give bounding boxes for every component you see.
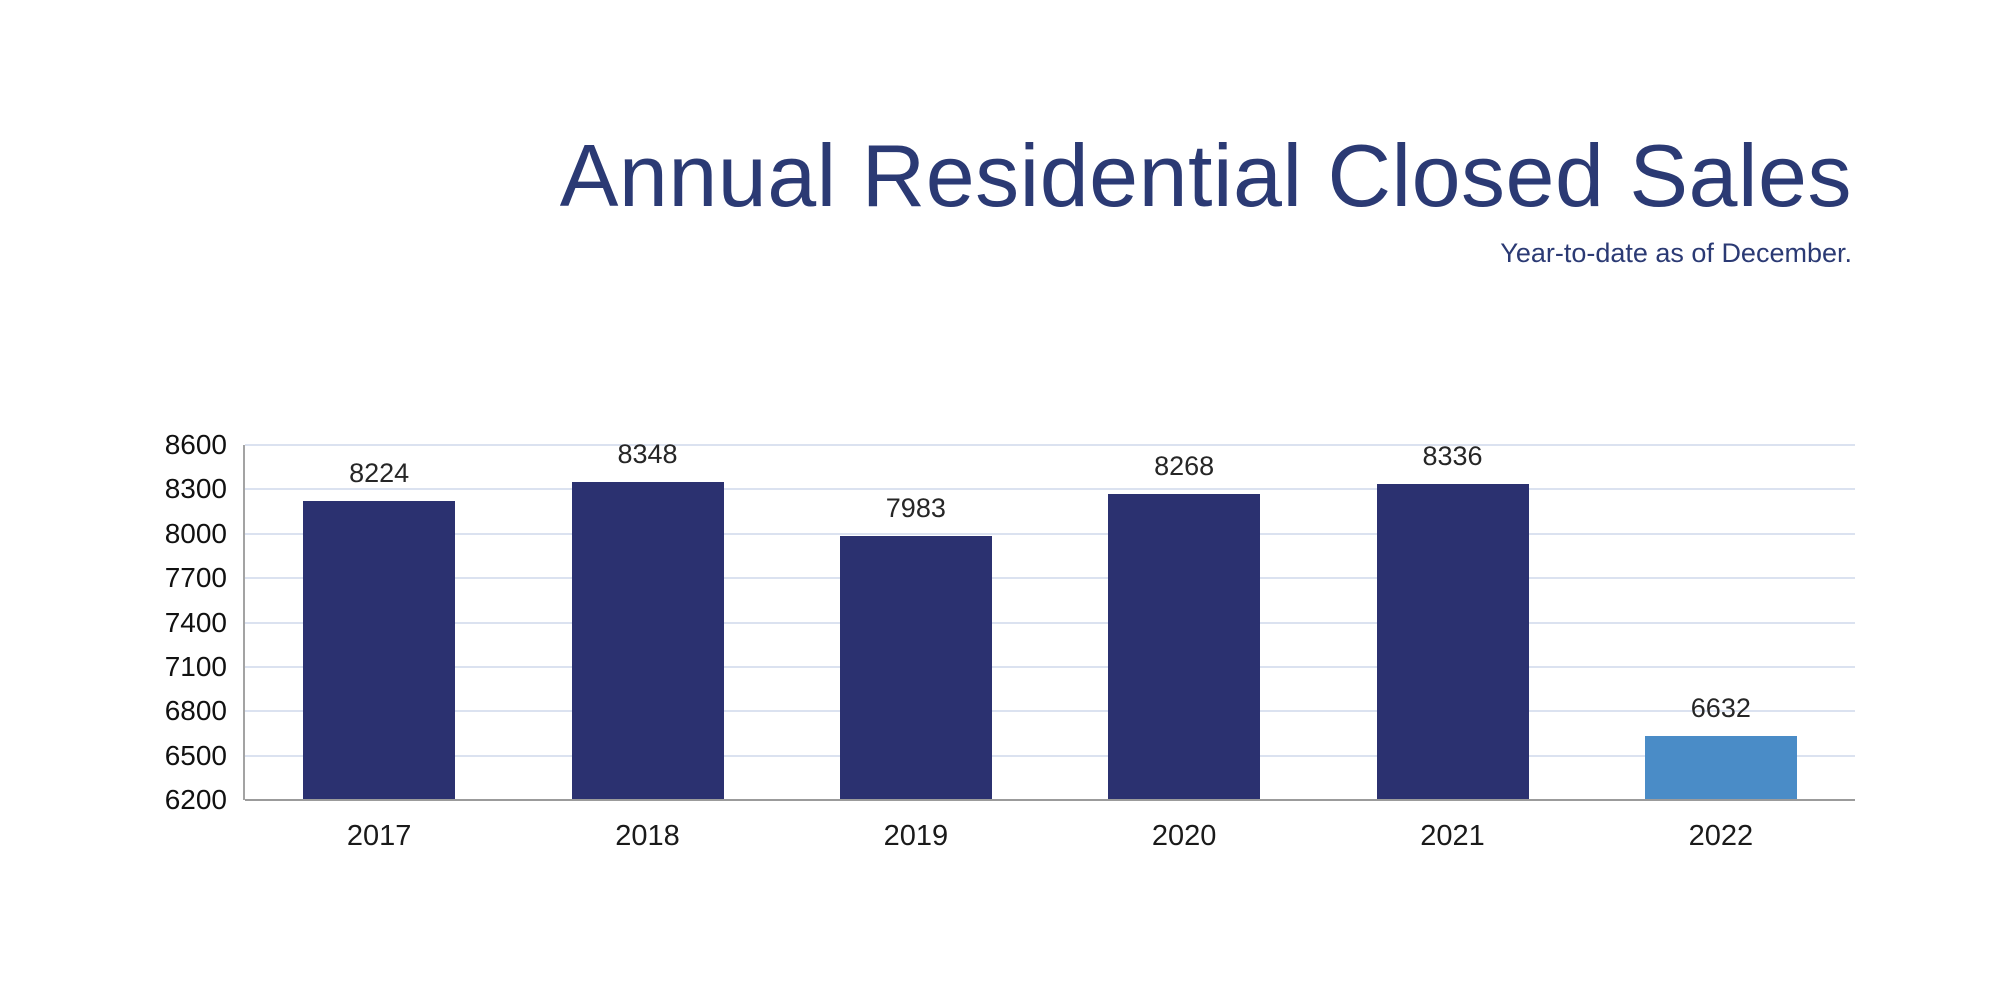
y-tick-label: 6800 bbox=[164, 695, 227, 727]
gridline bbox=[245, 577, 1855, 580]
y-tick-label: 7100 bbox=[164, 650, 227, 682]
chart-subtitle: Year-to-date as of December. bbox=[1500, 238, 1852, 269]
x-axis-label-2022: 2022 bbox=[1688, 820, 1754, 852]
gridline bbox=[245, 444, 1855, 446]
gridline bbox=[245, 488, 1855, 491]
y-tick-label: 7400 bbox=[164, 606, 227, 638]
gridline bbox=[245, 710, 1855, 713]
bar-value-label-2018: 8348 bbox=[617, 439, 678, 470]
y-tick-label: 6200 bbox=[164, 784, 227, 815]
y-tick-label: 8300 bbox=[164, 473, 227, 505]
gridline bbox=[245, 621, 1855, 624]
bar-value-label-2020: 8268 bbox=[1154, 451, 1215, 482]
x-axis-label-2020: 2020 bbox=[1151, 820, 1217, 852]
x-axis-label-2019: 2019 bbox=[883, 820, 949, 852]
chart-header: Annual Residential Closed Sales Year-to-… bbox=[559, 126, 1852, 269]
chart-title: Annual Residential Closed Sales bbox=[559, 126, 1852, 225]
y-tick-label: 8600 bbox=[164, 429, 227, 460]
bar-2022 bbox=[1644, 736, 1797, 800]
bar-2019 bbox=[839, 536, 992, 800]
bar-2017 bbox=[303, 500, 456, 800]
y-tick-label: 6500 bbox=[164, 739, 227, 771]
plot-area: 6200 6500 6800 7100 7400 7700 8000 8300 8600 8224… bbox=[165, 431, 1855, 852]
x-axis-label-2018: 2018 bbox=[615, 820, 680, 852]
gridline bbox=[245, 532, 1855, 535]
x-axis-label-2021: 2021 bbox=[1420, 820, 1485, 852]
bar-value-label-2022: 6632 bbox=[1690, 693, 1751, 724]
bar-value-label-2021: 8336 bbox=[1422, 441, 1483, 472]
y-axis-line bbox=[243, 445, 245, 800]
y-tick-label: 7700 bbox=[164, 562, 227, 594]
bar-2018 bbox=[571, 482, 724, 800]
y-tick-label: 8000 bbox=[164, 517, 227, 549]
gridline bbox=[245, 754, 1855, 757]
bar-2021 bbox=[1376, 484, 1529, 800]
x-axis-label-2017: 2017 bbox=[346, 820, 412, 852]
bar-value-label-2017: 8224 bbox=[349, 457, 410, 488]
bar-2020 bbox=[1108, 494, 1261, 800]
gridline bbox=[245, 665, 1855, 668]
x-axis-baseline bbox=[245, 799, 1855, 801]
bar-value-label-2019: 7983 bbox=[885, 493, 946, 524]
